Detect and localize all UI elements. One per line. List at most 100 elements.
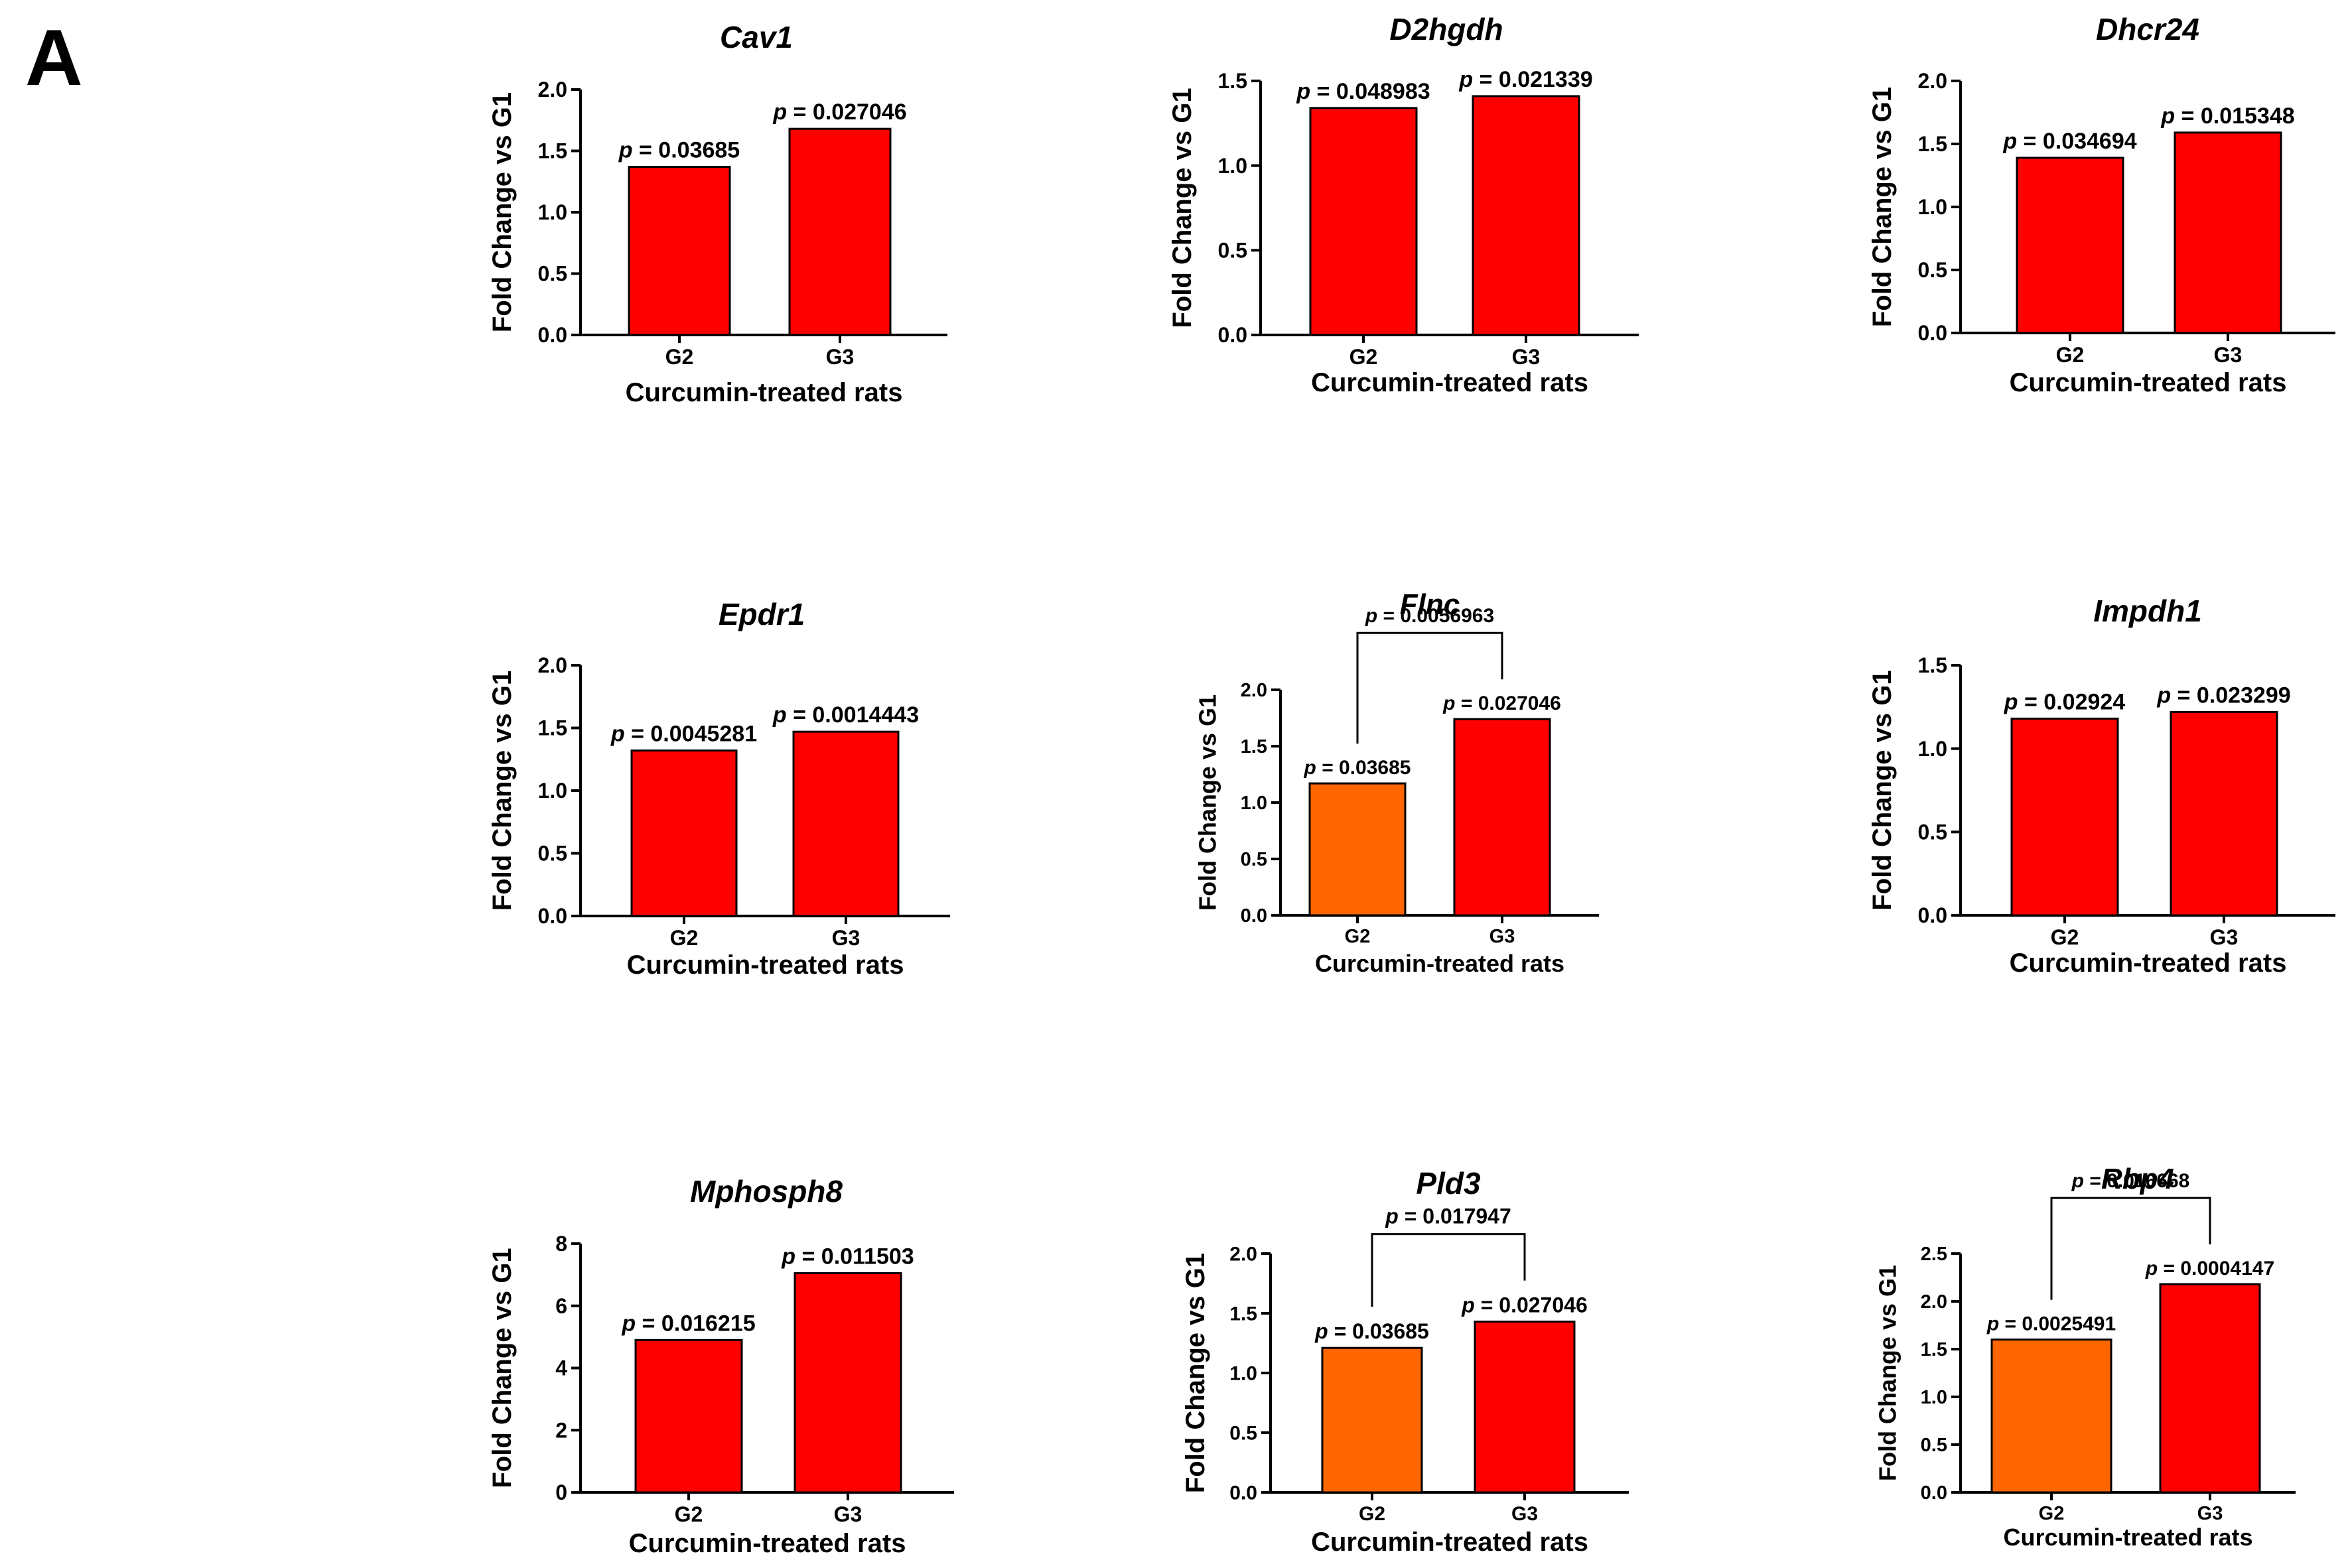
y-tick-label: 2.5 (1921, 1244, 1947, 1265)
p-value: = 0.011503 (801, 1244, 914, 1270)
p-symbol: p (1442, 692, 1461, 714)
y-axis-label: Fold Change vs G1 (1181, 1253, 1210, 1493)
p-value: = 0.03685 (1334, 1319, 1429, 1343)
p-value-label: p = 0.016215 (621, 1311, 755, 1336)
y-tick-label: 1.5 (1229, 1303, 1257, 1325)
p-value: = 0.03685 (1322, 757, 1411, 779)
p-symbol: p (610, 722, 631, 747)
bar-g3 (1472, 95, 1580, 336)
y-tick-label: 1.5 (538, 139, 567, 163)
p-value: = 0.023299 (2177, 683, 2291, 708)
x-axis-label: Curcumin-treated rats (2010, 368, 2287, 397)
p-value: = 0.015348 (2181, 103, 2295, 129)
y-tick-label: 1.0 (1918, 737, 1947, 761)
p-value: = 0.016215 (642, 1311, 756, 1336)
p-symbol: p (2002, 129, 2023, 154)
bar-g2 (1321, 1346, 1423, 1494)
x-tick-label: G3 (832, 926, 861, 950)
p-value-label: p = 0.027046 (1442, 692, 1561, 714)
p-value: = 0.027046 (1461, 692, 1561, 714)
chart-title: Cav1 (720, 20, 793, 54)
comparison-bracket (1356, 631, 1503, 744)
p-value: = 0.0014443 (793, 702, 919, 728)
p-value-label: p = 0.0025491 (1986, 1313, 2116, 1335)
y-tick-label: 2 (555, 1418, 567, 1442)
x-tick-label: G2 (675, 1502, 703, 1526)
x-axis-label: Curcumin-treated rats (629, 1529, 906, 1558)
p-value: = 0.021339 (1480, 67, 1593, 92)
chart-title: Flnc (1400, 588, 1460, 621)
y-tick-label: 0.0 (1241, 905, 1267, 927)
p-value-label: p = 0.03685 (1304, 757, 1411, 779)
p-value: = 0.027046 (794, 99, 907, 125)
chart-panel-flnc: Flnc 0.0 0.5 1.0 1.5 2.0 Fold Change vs G1 G2 p … (1194, 588, 1599, 977)
p-value-label: p = 0.02924 (2004, 689, 2126, 714)
x-axis-label: Curcumin-treated rats (626, 378, 903, 407)
bar-g3 (792, 730, 900, 917)
bar-g2 (634, 1339, 743, 1494)
y-tick-label: 0.5 (1229, 1423, 1257, 1445)
chart-title: Rbp4 (2101, 1163, 2174, 1195)
y-tick-label: 6 (555, 1294, 567, 1318)
bar-g3 (1474, 1321, 1576, 1494)
chart-panel-pld3: Pld3 0.0 0.5 1.0 1.5 2.0 Fold Change vs G1 G2 p … (1181, 1166, 1629, 1557)
y-tick-label: 1.0 (1918, 195, 1947, 219)
y-axis-label: Fold Change vs G1 (488, 1248, 517, 1488)
p-value: = 0.034694 (2024, 129, 2137, 154)
p-value: = 0.027046 (1481, 1293, 1588, 1317)
p-value-label: p = 0.0004147 (2145, 1258, 2274, 1279)
x-tick-label: G3 (1511, 1503, 1538, 1525)
chart-title: D2hgdh (1389, 12, 1503, 46)
y-tick-label: 0.0 (1918, 321, 1947, 345)
chart-panel-impdh1: Impdh1 0.0 0.5 1.0 1.5 Fold Change vs G1 G2 p =… (1868, 594, 2335, 978)
y-tick-label: 1.0 (538, 779, 567, 803)
chart-panel-rbp4: Rbp4 0.0 0.5 1.0 1.5 2.0 2.5 Fold Change vs G1 G… (1874, 1163, 2296, 1551)
x-tick-label: G2 (2056, 343, 2085, 367)
x-axis-label: Curcumin-treated rats (2003, 1524, 2252, 1551)
x-tick-label: G2 (665, 345, 694, 369)
chart-title: Pld3 (1416, 1166, 1481, 1201)
p-symbol: p (621, 1311, 642, 1336)
y-tick-label: 1.5 (538, 716, 567, 740)
y-tick-label: 1.5 (1218, 69, 1247, 93)
y-tick-label: 2.0 (1918, 69, 1947, 93)
p-value-label: p = 0.03685 (1314, 1319, 1429, 1343)
chart-title: Epdr1 (719, 597, 805, 631)
p-value-label: p = 0.0014443 (772, 702, 919, 728)
y-tick-label: 1.5 (1921, 1339, 1947, 1360)
x-tick-label: G2 (1359, 1503, 1385, 1525)
bar-g2 (1308, 782, 1407, 917)
y-tick-label: 1.0 (538, 200, 567, 224)
bar-g2 (2016, 157, 2124, 334)
y-tick-label: 2.0 (1921, 1291, 1947, 1313)
y-tick-label: 0.0 (1918, 903, 1947, 927)
y-tick-label: 1.0 (1218, 154, 1247, 178)
p-symbol: p (1385, 1205, 1404, 1228)
x-tick-label: G2 (1345, 926, 1371, 947)
x-tick-label: G3 (2214, 343, 2243, 367)
y-tick-label: 0.0 (538, 904, 567, 928)
p-value: = 0.0056963 (1383, 605, 1495, 627)
x-axis-label: Curcumin-treated rats (2010, 948, 2287, 978)
y-tick-label: 2.0 (1241, 680, 1267, 701)
p-value: = 0.0004147 (2164, 1258, 2275, 1279)
x-tick-label: G2 (1349, 345, 1378, 369)
y-axis-label: Fold Change vs G1 (1168, 88, 1197, 328)
p-symbol: p (1314, 1319, 1334, 1343)
x-tick-label: G3 (2197, 1503, 2223, 1524)
y-axis-label: Fold Change vs G1 (1194, 694, 1221, 911)
x-axis-label: Curcumin-treated rats (1315, 950, 1564, 977)
x-tick-label: G3 (1489, 926, 1515, 947)
chart-title: Impdh1 (2093, 594, 2202, 628)
p-value: = 0.048983 (1317, 79, 1430, 104)
p-symbol: p (2160, 103, 2181, 129)
p-value: = 0.02924 (2024, 689, 2125, 714)
p-symbol: p (1304, 757, 1322, 779)
p-value-label: p = 0.048983 (1296, 79, 1430, 104)
comparison-bracket (2050, 1197, 2211, 1300)
chart-panel-d2hgdh: D2hgdh 0.0 0.5 1.0 1.5 Fold Change vs G1 G2 p =… (1168, 12, 1639, 397)
p-value: = 0.03685 (639, 138, 740, 163)
x-tick-label: G3 (834, 1502, 863, 1526)
y-tick-label: 0.0 (1218, 323, 1247, 347)
y-tick-label: 0.5 (538, 262, 567, 286)
